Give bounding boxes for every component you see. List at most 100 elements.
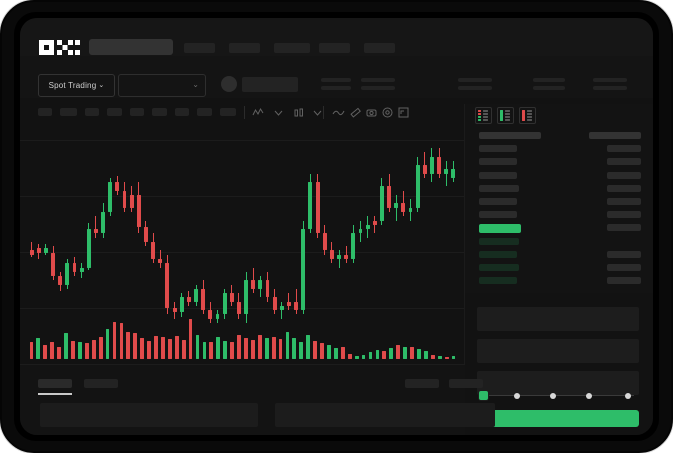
orderbook-mode-bids-icon[interactable]	[497, 107, 514, 124]
nav-item-markets[interactable]	[229, 43, 260, 53]
order-book-row[interactable]	[479, 237, 519, 245]
bottom-action-1[interactable]	[405, 379, 439, 388]
chevron-down-icon: ⌄	[192, 80, 199, 89]
nav-item-assets[interactable]	[319, 43, 350, 53]
timeframe-1d[interactable]	[175, 108, 189, 116]
volume-bar	[188, 319, 193, 359]
order-book-row[interactable]	[479, 264, 519, 271]
volume-bar	[147, 340, 151, 359]
candle	[122, 126, 127, 341]
volume-bar	[375, 349, 380, 359]
order-book-size-cell	[607, 277, 641, 285]
bottom-panel-left	[40, 403, 258, 427]
volume-bar	[154, 335, 158, 359]
timeframe-1mo[interactable]	[220, 108, 236, 116]
fullscreen-icon[interactable]	[397, 106, 410, 119]
order-book-row[interactable]	[479, 198, 517, 205]
volume-bar	[36, 338, 41, 359]
orderbook-mode-asks-icon[interactable]	[519, 107, 536, 124]
stepper-handle[interactable]	[479, 391, 488, 400]
timeframe-1w[interactable]	[197, 108, 212, 116]
nav-item-more[interactable]	[364, 43, 395, 53]
order-book-row[interactable]	[479, 158, 517, 166]
order-book-row-highlighted[interactable]	[479, 224, 521, 234]
timeframe-1m[interactable]	[38, 108, 52, 116]
candle	[301, 126, 306, 341]
candle	[265, 126, 270, 341]
order-book-row[interactable]	[479, 145, 517, 153]
orderbook-mode-both-icon[interactable]	[475, 107, 492, 124]
timeframe-5m[interactable]	[60, 108, 77, 116]
candle	[451, 126, 456, 341]
candle	[144, 126, 148, 341]
okx-logo[interactable]	[39, 40, 81, 55]
candle	[415, 126, 420, 341]
candle	[165, 126, 170, 341]
order-book-size-cell	[589, 132, 641, 139]
candle	[422, 126, 427, 341]
submit-order-button[interactable]	[477, 410, 639, 427]
stepper-dot[interactable]	[514, 392, 520, 399]
line-chart-icon[interactable]	[332, 106, 345, 119]
tab-order-history[interactable]	[84, 379, 118, 388]
order-book-size-cell	[607, 171, 641, 179]
chevron-down-icon[interactable]	[272, 106, 285, 119]
chevron-down-2-icon[interactable]	[311, 106, 324, 119]
orders-bottom-bar	[20, 364, 495, 435]
volume-bar	[161, 337, 165, 359]
tab-open-orders[interactable]	[38, 379, 72, 388]
candle	[437, 126, 442, 341]
timeframe-30m[interactable]	[107, 108, 122, 116]
nav-item-trade[interactable]	[184, 43, 215, 53]
candle	[322, 126, 327, 341]
stepper-dot[interactable]	[586, 392, 592, 399]
indicators-icon[interactable]	[252, 106, 265, 119]
volume-bar	[195, 334, 200, 359]
volume-bar	[216, 336, 221, 359]
order-amount-stepper[interactable]	[479, 391, 637, 400]
timeframe-1h[interactable]	[130, 108, 144, 116]
candle	[51, 126, 55, 341]
candlestick-chart[interactable]	[20, 126, 465, 365]
order-book-size-cell	[607, 264, 641, 271]
order-book-row[interactable]	[479, 184, 519, 192]
ruler-icon[interactable]	[349, 106, 362, 119]
candle	[329, 126, 334, 341]
bottom-action-2[interactable]	[449, 379, 483, 388]
stepper-dot[interactable]	[625, 392, 631, 399]
volume-bar	[299, 341, 304, 359]
stepper-dot[interactable]	[550, 392, 556, 399]
chart-gridlines	[20, 126, 465, 365]
volume-bar	[396, 344, 401, 359]
order-book-row[interactable]	[479, 211, 517, 219]
order-book-row[interactable]	[479, 277, 517, 285]
volume-bar	[347, 354, 352, 359]
order-total-field[interactable]	[477, 371, 639, 395]
order-book-mode-group	[475, 107, 536, 124]
candle	[101, 126, 106, 341]
volume-bar	[64, 333, 68, 359]
volume-bar	[57, 346, 62, 359]
candle	[201, 126, 206, 341]
order-book-size-cell	[607, 158, 641, 166]
toolbar-separator	[323, 106, 324, 119]
order-book-row[interactable]	[479, 171, 517, 179]
volume-bar	[361, 354, 366, 359]
market-type-dropdown[interactable]: Spot Trading ⌄	[38, 74, 115, 97]
timeframe-4h[interactable]	[152, 108, 167, 116]
order-amount-field[interactable]	[477, 339, 639, 363]
settings-gear-icon[interactable]	[381, 106, 394, 119]
order-book-row[interactable]	[479, 250, 517, 258]
candle	[401, 126, 406, 341]
app-screen: Spot Trading ⌄ ⌄	[20, 18, 653, 435]
candle-type-icon[interactable]	[292, 106, 305, 119]
volume-bar	[327, 344, 331, 359]
trading-pair-select[interactable]: ⌄	[118, 74, 206, 97]
order-price-field[interactable]	[477, 307, 639, 331]
camera-icon[interactable]	[365, 106, 378, 119]
global-search-input[interactable]	[89, 39, 173, 55]
timeframe-15m[interactable]	[85, 108, 99, 116]
candle	[337, 126, 341, 341]
order-book-row[interactable]	[479, 132, 541, 139]
nav-item-earn[interactable]	[274, 43, 310, 53]
